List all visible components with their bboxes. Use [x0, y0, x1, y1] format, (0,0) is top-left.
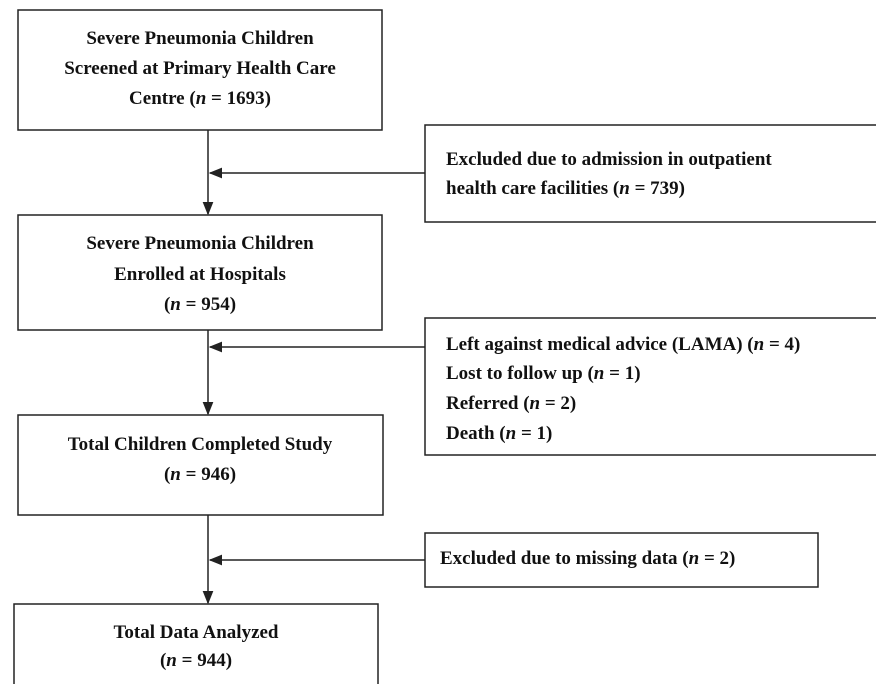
exclusion-text: Death (n = 1): [446, 423, 552, 444]
box-text: (n = 944): [160, 650, 232, 671]
box: [13, 603, 379, 684]
exclusion-box: [424, 317, 876, 456]
exclusion-text: health care facilities (n = 739): [446, 178, 685, 199]
box-text: (n = 954): [164, 294, 236, 315]
box-text: Severe Pneumonia Children: [86, 28, 314, 49]
box-text: Screened at Primary Health Care: [64, 58, 336, 79]
exclusion-text: Excluded due to admission in outpatient: [446, 149, 772, 170]
box-text: Total Data Analyzed: [113, 622, 278, 643]
box-text: Severe Pneumonia Children: [86, 233, 314, 254]
box-text: (n = 946): [164, 464, 236, 485]
exclusion-text: Lost to follow up (n = 1): [446, 363, 641, 384]
box: [17, 414, 384, 516]
box-text: Enrolled at Hospitals: [114, 264, 286, 285]
box-text: Total Children Completed Study: [68, 434, 333, 455]
exclusion-box: [424, 124, 876, 223]
box: [17, 214, 383, 331]
exclusion-text: Referred (n = 2): [446, 393, 576, 414]
box-text: Centre (n = 1693): [129, 88, 271, 109]
exclusion-text: Left against medical advice (LAMA) (n = …: [446, 334, 800, 355]
exclusion-text: Excluded due to missing data (n = 2): [440, 548, 735, 569]
box: [17, 9, 383, 131]
